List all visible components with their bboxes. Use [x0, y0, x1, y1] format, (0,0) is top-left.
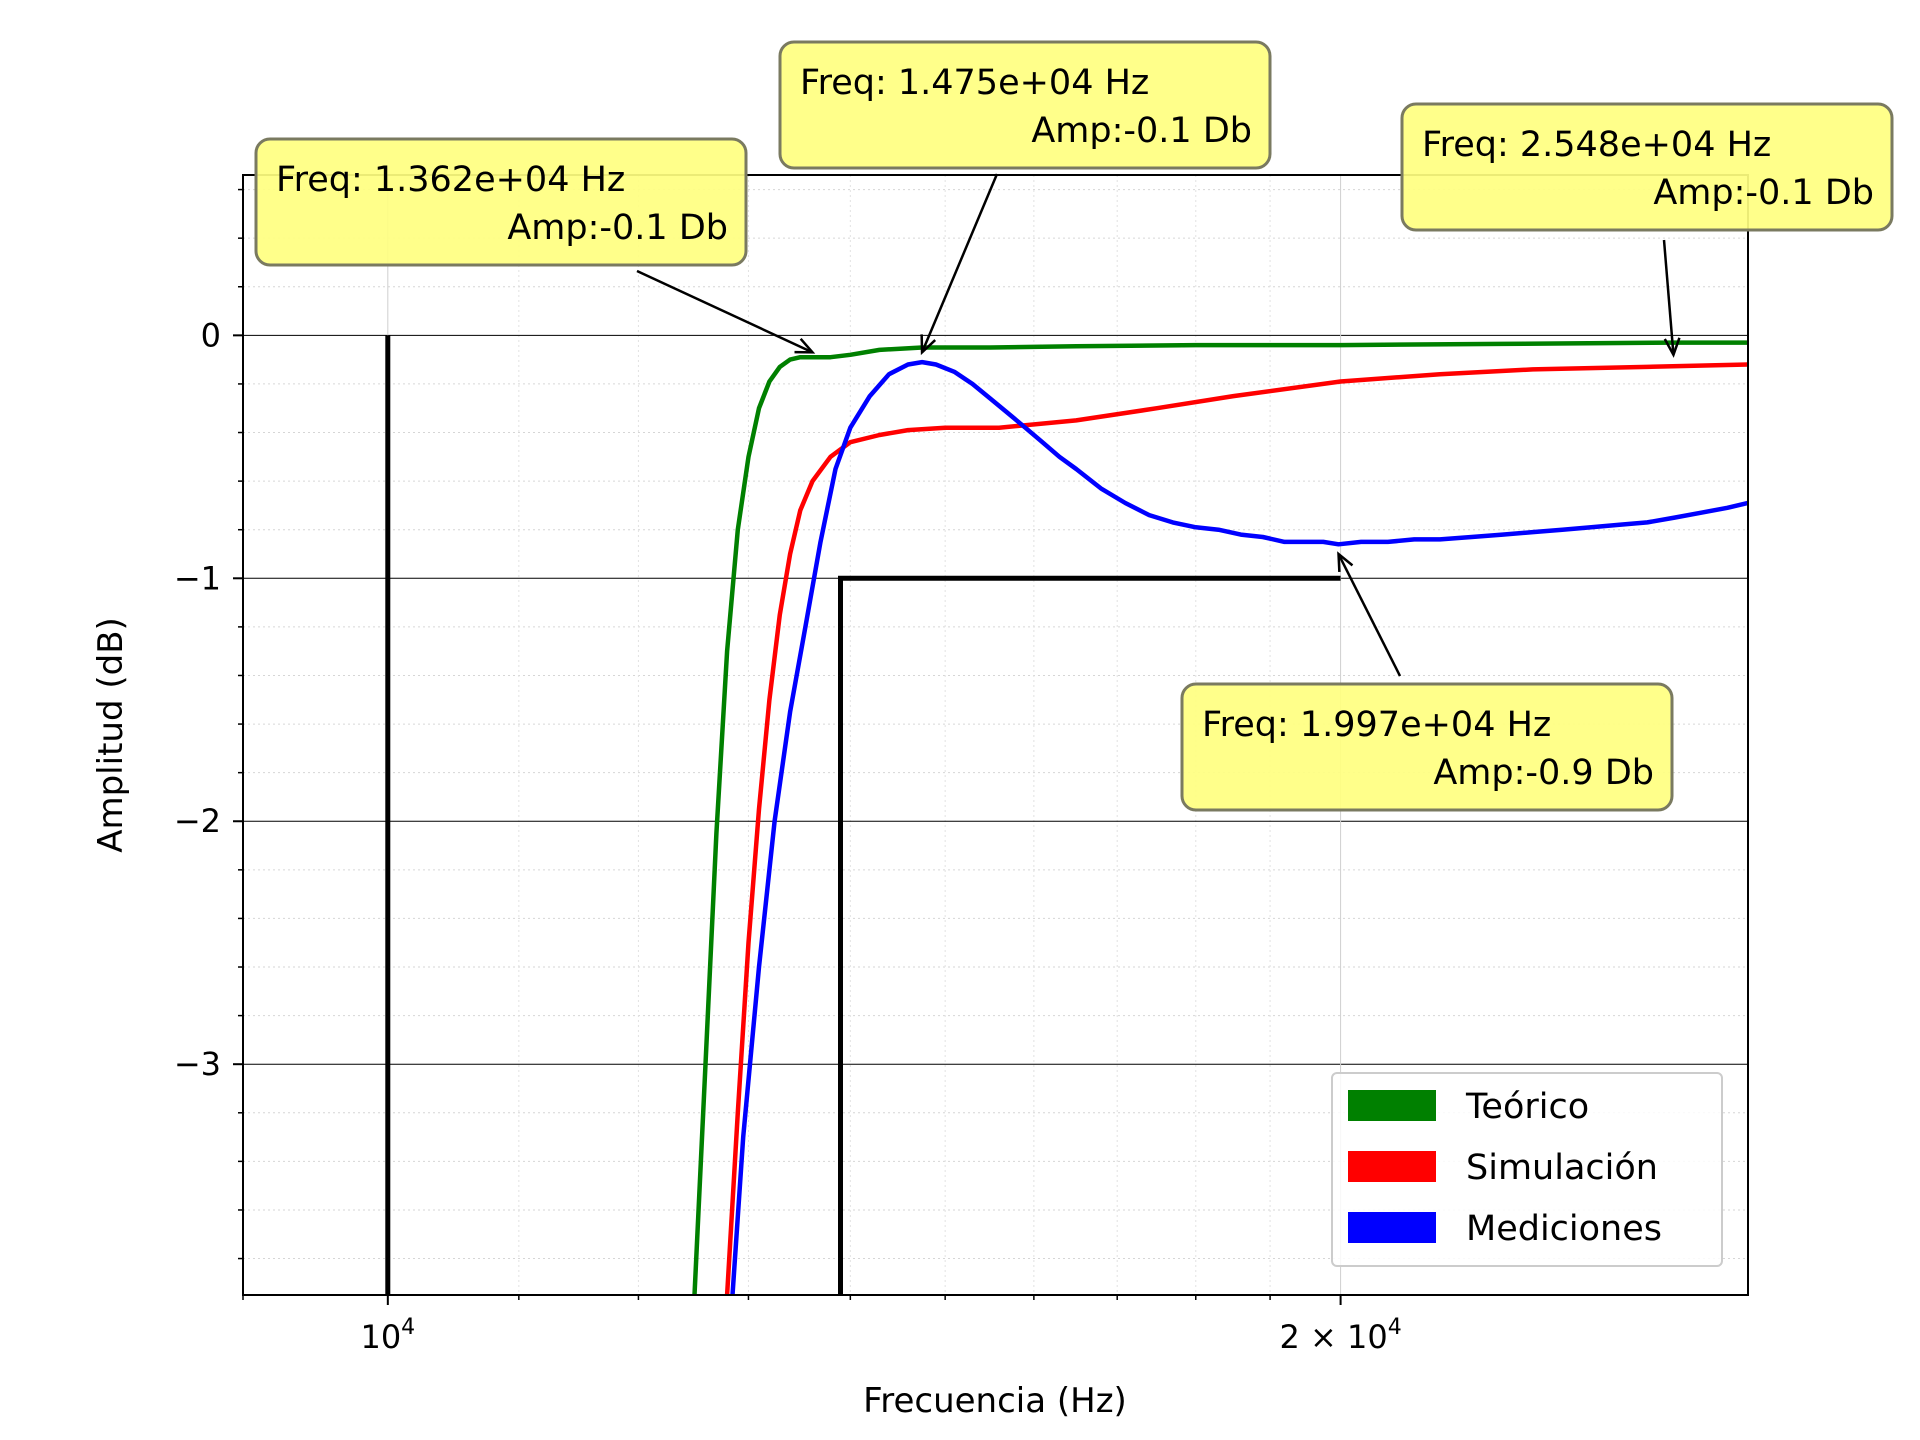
annotation: Freq: 1.997e+04 Hz Amp:-0.9 Db	[1180, 551, 1674, 812]
legend-label: Mediciones	[1466, 1209, 1662, 1249]
legend-swatch	[1348, 1151, 1436, 1182]
annotation-arrowhead	[1337, 551, 1354, 573]
legend-label: Simulación	[1466, 1148, 1658, 1188]
annotation-arrowhead	[794, 337, 816, 354]
annotation-freq-text: Freq: 1.475e+04 Hz	[800, 63, 1149, 103]
annotation-arrow	[1662, 239, 1675, 355]
limit-lines	[385, 335, 1341, 1295]
legend-swatch	[1348, 1212, 1436, 1243]
annotation-amp-text: Amp:-0.1 Db	[507, 208, 728, 248]
axis-ticks	[233, 188, 1342, 1305]
x-tick-label: 2 × 104	[1279, 1315, 1401, 1356]
annotation-box	[1180, 682, 1674, 812]
series-line-teórico	[692, 340, 1748, 1295]
series-line-simulación	[724, 362, 1748, 1295]
legend-swatch	[1348, 1090, 1436, 1121]
annotation-freq-text: Freq: 2.548e+04 Hz	[1422, 125, 1771, 165]
annotation-arrow	[636, 269, 814, 354]
y-tick-label: 0	[201, 316, 221, 354]
annotation-arrowhead	[920, 334, 937, 356]
y-tick-label: −3	[174, 1045, 221, 1083]
x-axis-label: Frecuencia (Hz)	[863, 1381, 1127, 1421]
annotation-amp-text: Amp:-0.9 Db	[1433, 753, 1654, 793]
y-axis-label: Amplitud (dB)	[91, 617, 131, 853]
annotation-arrow	[1337, 553, 1402, 677]
y-tick-label: −1	[174, 559, 221, 597]
annotation: Freq: 1.362e+04 Hz Amp:-0.1 Db	[254, 137, 816, 354]
annotation-box	[254, 137, 748, 267]
annotation-box	[778, 40, 1272, 170]
legend: Teórico Simulación Mediciones	[1331, 1072, 1723, 1267]
annotation-freq-text: Freq: 1.997e+04 Hz	[1202, 705, 1551, 745]
annotation: Freq: 1.475e+04 Hz Amp:-0.1 Db	[778, 40, 1272, 356]
tick-labels: 0 −1 −2 −3 104 2 × 104	[174, 316, 1402, 1356]
series-lines	[692, 340, 1748, 1295]
annotation-arrowhead	[1663, 337, 1681, 358]
limit-line	[838, 575, 1341, 1295]
y-tick-label: −2	[174, 802, 221, 840]
annotation-amp-text: Amp:-0.1 Db	[1031, 111, 1252, 151]
annotation-amp-text: Amp:-0.1 Db	[1653, 173, 1874, 213]
annotation-freq-text: Freq: 1.362e+04 Hz	[276, 160, 625, 200]
annotation-arrow	[920, 173, 999, 353]
series-line-mediciones	[730, 359, 1748, 1295]
legend-label: Teórico	[1465, 1087, 1589, 1127]
annotation: Freq: 2.548e+04 Hz Amp:-0.1 Db	[1400, 102, 1894, 358]
x-tick-label: 104	[360, 1315, 415, 1356]
annotation-box	[1400, 102, 1894, 232]
